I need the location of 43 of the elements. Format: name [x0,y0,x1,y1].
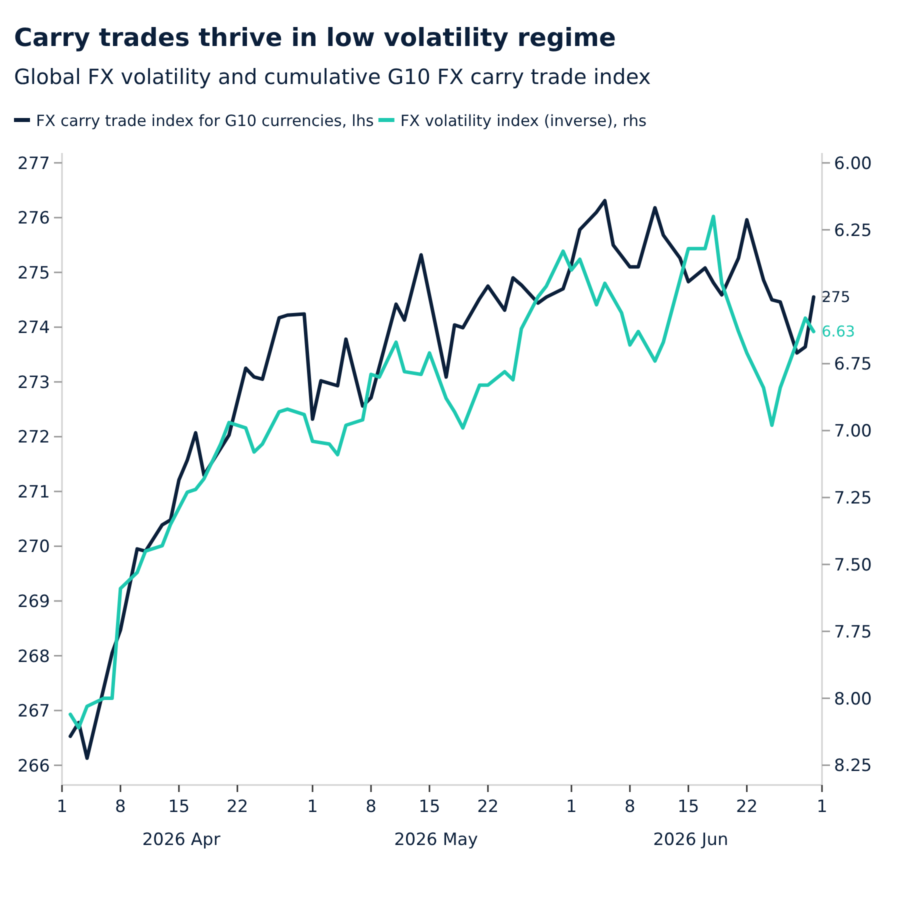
x-tick-label: 22 [226,797,248,817]
x-tick-label: 1 [56,797,68,817]
y-tick-label: 268 [18,646,50,667]
y2-tick-label: 7.75 [834,622,872,642]
y2-tick-label: 8.25 [834,756,872,776]
y2-tick-label: 7.50 [834,555,872,576]
text: 2026 May [394,830,478,850]
y-tick-label: 271 [18,482,50,502]
x-tick-label: 22 [477,797,499,817]
data-label: 6.63 [822,322,856,341]
x-tick-label: 1 [816,797,828,817]
y2-tick-label: 8.00 [834,689,872,710]
y2-tick-label: 6.25 [834,220,872,241]
legend-label: FX volatility index (inverse), rhs [400,112,647,130]
y2-tick-label: 6.75 [834,354,872,375]
text: 2026 Jun [653,830,728,850]
x-tick-label: 8 [366,797,376,817]
x-tick-label: 15 [168,797,190,817]
y-tick-label: 270 [18,537,50,558]
y-tick-label: 267 [18,702,50,722]
chart-title: Carry trades thrive in low volatility regime [14,23,616,52]
y2-tick-label: 6.00 [834,154,872,174]
legend-label: FX carry trade index for G10 currencies, lhs [36,112,374,130]
x-tick-label: 22 [736,797,758,817]
y2-tick-label: 7.25 [834,488,872,509]
x-tick-label: 8 [115,797,126,817]
y-tick-label: 274 [18,318,50,338]
x-tick-label: 15 [418,797,440,817]
y-tick-label: 266 [18,756,50,776]
y-tick-label: 276 [18,208,50,229]
y-tick-label: 269 [18,592,50,612]
y-tick-label: 275 [18,263,50,284]
chart-subtitle: Global FX volatility and cumulative G10 FX carry trade index [14,65,651,89]
x-tick-label: 8 [624,797,636,817]
y-tick-label: 273 [18,372,50,393]
x-tick-label: 1 [566,797,577,817]
y-tick-label: 277 [18,154,50,174]
text: 2026 Apr [142,830,220,850]
y-tick-label: 272 [18,428,50,448]
x-tick-label: 15 [678,797,700,817]
data-label: 275 [822,288,850,306]
y2-tick-label: 7.00 [834,422,872,442]
x-tick-label: 1 [307,797,318,817]
